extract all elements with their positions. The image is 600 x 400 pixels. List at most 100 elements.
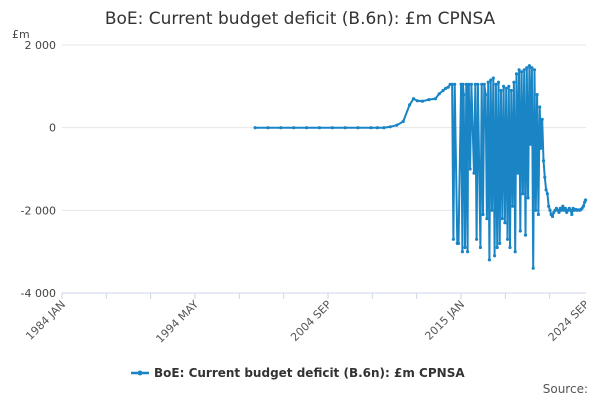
data-point[interactable] bbox=[521, 192, 525, 196]
data-point[interactable] bbox=[441, 88, 445, 93]
data-point[interactable] bbox=[518, 229, 522, 233]
data-point[interactable] bbox=[544, 188, 548, 192]
data-point[interactable] bbox=[292, 126, 296, 130]
data-point[interactable] bbox=[485, 217, 489, 221]
data-point[interactable] bbox=[279, 126, 283, 130]
data-point[interactable] bbox=[499, 88, 503, 93]
data-point[interactable] bbox=[508, 245, 512, 250]
data-point[interactable] bbox=[467, 82, 471, 86]
data-point[interactable] bbox=[536, 212, 541, 217]
data-point[interactable] bbox=[496, 80, 501, 84]
data-point[interactable] bbox=[475, 237, 479, 241]
data-point[interactable] bbox=[437, 92, 441, 96]
data-point[interactable] bbox=[478, 245, 482, 250]
data-point[interactable] bbox=[535, 93, 539, 97]
data-point[interactable] bbox=[584, 198, 588, 202]
data-point[interactable] bbox=[473, 82, 477, 86]
data-point[interactable] bbox=[531, 266, 535, 270]
data-point[interactable] bbox=[487, 258, 491, 262]
data-point[interactable] bbox=[460, 250, 464, 254]
data-point[interactable] bbox=[563, 206, 568, 210]
data-point[interactable] bbox=[523, 233, 528, 237]
data-point[interactable] bbox=[468, 167, 472, 171]
data-point[interactable] bbox=[433, 97, 437, 101]
data-point[interactable] bbox=[559, 208, 564, 212]
data-point[interactable] bbox=[547, 204, 551, 208]
data-point[interactable] bbox=[540, 117, 544, 121]
data-point[interactable] bbox=[526, 196, 530, 200]
data-point[interactable] bbox=[500, 217, 504, 221]
data-point[interactable] bbox=[550, 214, 555, 219]
data-point[interactable] bbox=[480, 82, 484, 86]
data-point[interactable] bbox=[469, 82, 473, 86]
data-point[interactable] bbox=[541, 159, 546, 163]
data-point[interactable] bbox=[516, 171, 520, 175]
data-point[interactable] bbox=[482, 82, 486, 86]
data-point[interactable] bbox=[466, 250, 470, 254]
data-point[interactable] bbox=[489, 78, 493, 82]
data-point[interactable] bbox=[446, 85, 450, 89]
data-point[interactable] bbox=[464, 82, 468, 86]
data-point[interactable] bbox=[388, 125, 392, 129]
data-point[interactable] bbox=[420, 99, 425, 103]
data-point[interactable] bbox=[529, 142, 533, 146]
data-point[interactable] bbox=[517, 68, 521, 72]
data-point[interactable] bbox=[395, 123, 399, 127]
data-point[interactable] bbox=[569, 208, 573, 212]
data-point[interactable] bbox=[504, 86, 508, 90]
data-point[interactable] bbox=[525, 66, 529, 70]
data-point[interactable] bbox=[408, 103, 412, 107]
data-point[interactable] bbox=[401, 119, 405, 124]
data-point[interactable] bbox=[453, 82, 457, 86]
data-point[interactable] bbox=[530, 66, 534, 70]
data-point[interactable] bbox=[253, 126, 257, 130]
data-point[interactable] bbox=[462, 93, 466, 97]
series-line[interactable] bbox=[255, 64, 587, 270]
data-point[interactable] bbox=[503, 221, 507, 225]
data-point[interactable] bbox=[522, 68, 526, 72]
data-point[interactable] bbox=[514, 72, 519, 76]
data-point[interactable] bbox=[490, 208, 494, 212]
data-point[interactable] bbox=[266, 126, 270, 130]
data-point[interactable] bbox=[411, 97, 416, 101]
data-point[interactable] bbox=[539, 146, 543, 150]
data-point[interactable] bbox=[543, 175, 547, 179]
data-point[interactable] bbox=[330, 126, 334, 130]
data-point[interactable] bbox=[534, 208, 538, 212]
data-point[interactable] bbox=[495, 245, 499, 250]
data-point[interactable] bbox=[532, 68, 537, 72]
data-point[interactable] bbox=[444, 86, 448, 90]
data-point[interactable] bbox=[513, 250, 517, 254]
data-point[interactable] bbox=[343, 126, 347, 130]
data-point[interactable] bbox=[491, 76, 495, 80]
data-point[interactable] bbox=[520, 70, 524, 74]
data-point[interactable] bbox=[369, 126, 373, 130]
data-point[interactable] bbox=[486, 80, 490, 84]
data-point[interactable] bbox=[484, 93, 488, 97]
data-point[interactable] bbox=[512, 80, 516, 84]
data-point[interactable] bbox=[570, 212, 574, 217]
data-point[interactable] bbox=[498, 241, 502, 245]
legend[interactable]: BoE: Current budget deficit (B.6n): £m C… bbox=[131, 366, 465, 380]
data-point[interactable] bbox=[472, 171, 476, 175]
data-point[interactable] bbox=[581, 204, 586, 208]
data-point[interactable] bbox=[545, 192, 550, 196]
data-point[interactable] bbox=[305, 126, 309, 130]
data-point[interactable] bbox=[494, 82, 498, 86]
data-point[interactable] bbox=[356, 126, 360, 130]
data-point[interactable] bbox=[375, 126, 379, 130]
legend-label[interactable]: BoE: Current budget deficit (B.6n): £m C… bbox=[154, 366, 465, 380]
data-point[interactable] bbox=[463, 245, 467, 250]
data-point[interactable] bbox=[456, 241, 461, 245]
data-point[interactable] bbox=[507, 84, 511, 88]
data-point[interactable] bbox=[461, 82, 465, 86]
data-point[interactable] bbox=[538, 105, 542, 109]
data-point[interactable] bbox=[415, 99, 419, 103]
data-point[interactable] bbox=[509, 88, 513, 93]
data-point[interactable] bbox=[451, 237, 455, 241]
data-point[interactable] bbox=[527, 64, 532, 68]
data-point[interactable] bbox=[548, 208, 552, 212]
data-point[interactable] bbox=[382, 126, 386, 130]
data-point[interactable] bbox=[557, 210, 561, 214]
data-point[interactable] bbox=[502, 84, 506, 88]
